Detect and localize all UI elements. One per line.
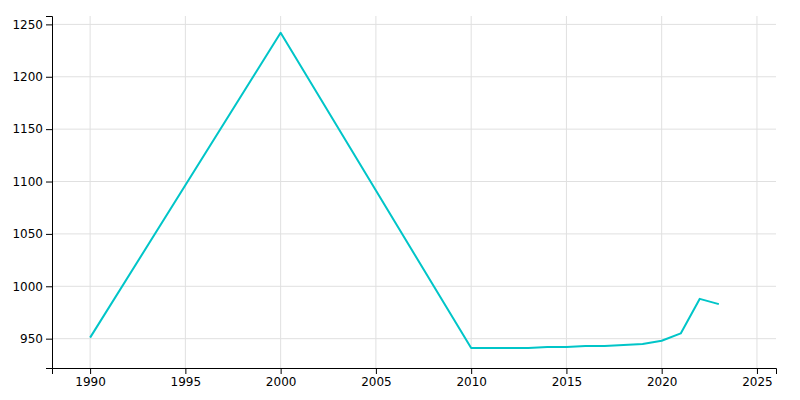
- x-tick-label: 2025: [742, 375, 773, 389]
- y-tick: 1250: [12, 18, 52, 32]
- y-grid-line: [52, 129, 776, 130]
- y-axis-line: [46, 17, 53, 369]
- x-tick-mark: [757, 368, 758, 374]
- x-grid-line: [661, 16, 662, 368]
- marks: [90, 33, 719, 348]
- data-line: [90, 33, 719, 348]
- y-tick-mark: [46, 129, 52, 130]
- x-tick-mark: [566, 368, 567, 374]
- y-tick: 1150: [12, 122, 52, 136]
- x-grid-line: [280, 16, 281, 368]
- x-tick: 2015: [552, 368, 583, 389]
- x-tick-label: 1995: [171, 375, 202, 389]
- x-grid-line: [566, 16, 567, 368]
- x-tick: 2010: [456, 368, 487, 389]
- x-axis-line: [53, 369, 777, 375]
- x-tick-label: 2015: [552, 375, 583, 389]
- x-tick-label: 1990: [75, 375, 106, 389]
- plot-area: 1990 1995 2000 2005 2010 2015 2020 2025 950 1000 1…: [12, 16, 776, 389]
- x-tick-label: 2005: [361, 375, 392, 389]
- x-grid-line: [185, 16, 186, 368]
- x-tick-mark: [185, 368, 186, 374]
- x-tick: 2020: [647, 368, 678, 389]
- x-axis: 1990 1995 2000 2005 2010 2015 2020 2025: [53, 368, 777, 389]
- x-tick-mark: [662, 368, 663, 374]
- y-grid-line: [52, 233, 776, 234]
- y-tick-label: 1050: [12, 227, 43, 241]
- y-axis: 950 1000 1050 1100 1150 1200 1250: [12, 17, 52, 369]
- x-tick-mark: [281, 368, 282, 374]
- x-grid-line: [756, 16, 757, 368]
- y-tick-mark: [46, 182, 52, 183]
- x-tick: 2000: [266, 368, 297, 389]
- y-tick-label: 950: [20, 332, 43, 346]
- x-grid-line: [471, 16, 472, 368]
- y-tick-label: 1150: [12, 122, 43, 136]
- x-tick-mark: [471, 368, 472, 374]
- x-grid-line: [90, 16, 91, 368]
- y-tick-label: 1250: [12, 18, 43, 32]
- grid: [52, 16, 776, 368]
- y-tick-mark: [46, 286, 52, 287]
- y-tick-mark: [46, 339, 52, 340]
- x-tick-mark: [376, 368, 377, 374]
- y-grid-line: [52, 286, 776, 287]
- y-grid-line: [52, 76, 776, 77]
- x-tick: 1990: [75, 368, 106, 389]
- x-tick-label: 2000: [266, 375, 297, 389]
- y-tick: 1200: [12, 70, 52, 84]
- y-tick: 1000: [12, 280, 52, 294]
- y-tick-mark: [46, 234, 52, 235]
- x-tick-label: 2020: [647, 375, 678, 389]
- x-tick: 1995: [171, 368, 202, 389]
- y-tick: 1100: [12, 175, 52, 189]
- y-tick-label: 1100: [12, 175, 43, 189]
- y-tick-mark: [46, 77, 52, 78]
- chart-container: 1990 1995 2000 2005 2010 2015 2020 2025 950 1000 1…: [0, 0, 800, 400]
- x-tick: 2005: [361, 368, 392, 389]
- y-tick-mark: [46, 24, 52, 25]
- y-grid-line: [52, 181, 776, 182]
- x-tick: 2025: [742, 368, 773, 389]
- chart-svg: 1990 1995 2000 2005 2010 2015 2020 2025 950 1000 1…: [0, 0, 800, 400]
- y-grid-line: [52, 24, 776, 25]
- y-tick: 1050: [12, 227, 52, 241]
- y-tick-label: 1200: [12, 70, 43, 84]
- y-tick: 950: [20, 332, 52, 346]
- x-tick-mark: [90, 368, 91, 374]
- y-tick-label: 1000: [12, 280, 43, 294]
- x-tick-label: 2010: [456, 375, 487, 389]
